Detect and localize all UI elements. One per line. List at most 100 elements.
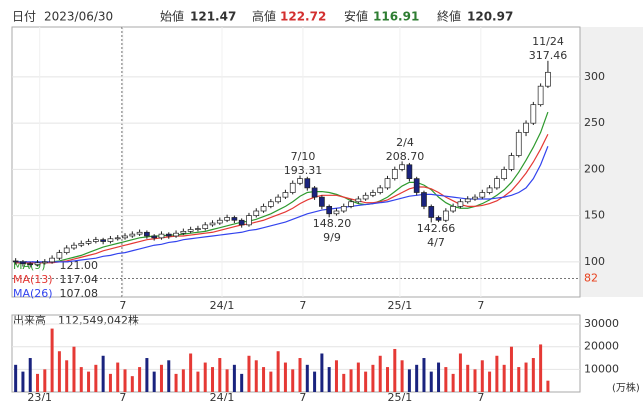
volume-bar xyxy=(546,380,550,392)
candle-body xyxy=(413,178,420,193)
open: 121.47 xyxy=(190,10,236,24)
y-tick-label: 20000 xyxy=(584,340,619,353)
candle-body xyxy=(442,210,449,221)
volume-bar xyxy=(320,353,324,392)
candle-body xyxy=(41,261,48,264)
candle-body xyxy=(85,241,92,244)
candle-body xyxy=(421,192,427,207)
y-tick-label: 100 xyxy=(584,255,605,268)
candle-body xyxy=(537,85,544,106)
volume-bar xyxy=(196,371,200,392)
candle-body xyxy=(107,238,114,242)
volume-bar xyxy=(57,351,61,392)
candle-body xyxy=(399,164,405,170)
candle-body xyxy=(34,262,41,265)
y-tick-label: 30000 xyxy=(584,317,619,330)
volume-bar xyxy=(36,373,40,392)
candle-body xyxy=(27,263,34,266)
volume-bar xyxy=(364,371,368,392)
volume-bar xyxy=(94,364,98,392)
annotation-date: 11/24 xyxy=(532,35,564,48)
volume-bar xyxy=(181,369,185,392)
volume-bar xyxy=(167,360,171,392)
x-tick-label: 7 xyxy=(477,299,484,312)
volume-bar xyxy=(240,373,244,392)
candle-body xyxy=(428,206,435,218)
volume-bar xyxy=(269,371,273,392)
candle-body xyxy=(209,222,216,226)
price-panel xyxy=(11,26,581,298)
candle-body xyxy=(333,210,340,215)
volume-bar xyxy=(152,371,156,392)
candle-body xyxy=(20,261,26,265)
close: 120.97 xyxy=(467,10,513,24)
candle-body xyxy=(246,215,252,226)
volume-bar xyxy=(123,369,127,392)
candle-body xyxy=(114,237,121,240)
candle-body xyxy=(173,232,179,237)
x-tick-label: 7 xyxy=(477,391,484,401)
volume-bar xyxy=(415,364,419,392)
candle-body xyxy=(267,201,274,207)
candle-body xyxy=(180,230,187,234)
volume-bar xyxy=(116,362,120,392)
candle-body xyxy=(282,192,289,198)
candle-body xyxy=(165,233,172,237)
y-tick-label: 150 xyxy=(584,209,605,222)
candle-body xyxy=(297,178,303,184)
ma-line xyxy=(15,111,549,264)
candle-body xyxy=(202,224,209,229)
volume-panel xyxy=(11,314,581,393)
volume-bar xyxy=(21,371,25,392)
candle-body xyxy=(216,219,223,224)
volume-bar xyxy=(72,346,76,392)
candle-body xyxy=(479,192,486,198)
volume-bar xyxy=(488,371,492,392)
volume-bar xyxy=(174,373,178,392)
candle-body xyxy=(49,257,55,263)
volume-bar xyxy=(108,373,112,392)
candle-body xyxy=(63,247,70,253)
volume-bar xyxy=(407,369,411,392)
volume-bar xyxy=(342,373,346,392)
annotation-price: 142.66 xyxy=(417,222,456,235)
candle-body xyxy=(231,217,238,221)
candle-body xyxy=(311,187,318,198)
volume-bar xyxy=(14,364,18,392)
volume-bar xyxy=(79,367,83,392)
x-tick-label: 24/1 xyxy=(210,299,235,312)
candle-body xyxy=(136,231,143,235)
candle-body xyxy=(151,235,158,239)
volume-bar xyxy=(400,360,404,392)
x-tick-label: 7 xyxy=(119,391,126,401)
candle-body xyxy=(377,187,384,193)
date: 2023/06/30 xyxy=(44,10,113,24)
volume-bar xyxy=(356,362,360,392)
volume-bar xyxy=(437,362,441,392)
candle-body xyxy=(122,235,128,239)
candle-body xyxy=(195,228,201,230)
volume-bar xyxy=(65,360,69,392)
volume-bar xyxy=(283,362,287,392)
volume-bar xyxy=(276,351,280,392)
volume-bar xyxy=(378,355,382,392)
candle-body xyxy=(289,182,296,193)
volume-bar xyxy=(480,360,484,392)
volume-bar xyxy=(159,364,163,392)
x-tick-label: 7 xyxy=(119,299,126,312)
candle-body xyxy=(545,71,551,87)
high: 122.72 xyxy=(280,10,326,24)
legend-value: 117.04 xyxy=(60,273,99,286)
volume-bar xyxy=(50,328,54,392)
candle-body xyxy=(523,122,529,133)
volume-bar xyxy=(509,346,513,392)
x-tick-label: 7 xyxy=(299,299,306,312)
volume-bar xyxy=(43,369,47,392)
ma-line xyxy=(15,146,549,263)
low-label: 安値 xyxy=(344,9,368,24)
candle-body xyxy=(78,243,85,246)
annotation-price: 193.31 xyxy=(284,164,323,177)
candle-body xyxy=(56,252,63,259)
candle-body xyxy=(326,206,333,215)
